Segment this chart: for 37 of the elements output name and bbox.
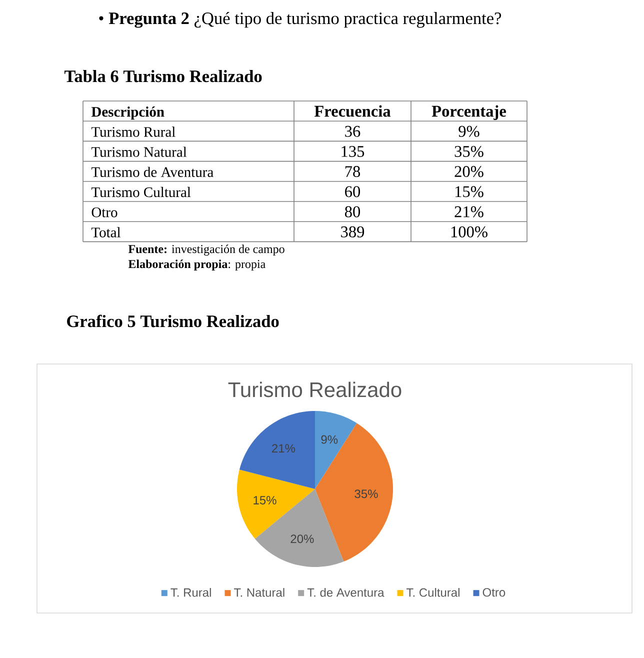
data-label: 20% [290,534,314,544]
text: Otro [92,207,118,218]
data-label: 15% [254,496,276,504]
legend-label: Otro [482,588,506,597]
text: Elaboración propia: propia [128,260,266,271]
text: 15% [455,186,484,198]
data-label: 9% [321,435,338,444]
text: 20% [454,166,484,178]
text: 80 [344,206,360,218]
text: Turismo de Aventura [91,166,214,178]
text: 78 [345,166,360,178]
text: 36 [345,126,360,137]
text: Fuente: investigación de campo [128,244,284,256]
legend-label: T. Natural [234,588,284,597]
legend-label: T. de Aventura [307,588,384,597]
text: 21% [454,206,484,218]
data-label: 21% [272,444,296,453]
data-label: 35% [354,490,378,498]
text: Turismo Natural [91,146,187,157]
text: 100% [451,226,488,238]
text: 35% [454,146,484,158]
text: • Pregunta 2 ¿Qué tipo de turismo practica regularmente? [99,12,502,28]
text: 9% [458,126,480,137]
text: Tabla 6 Turismo Realizado [64,70,262,82]
text: Turismo Cultural [91,186,191,198]
text: Grafico 5 Turismo Realizado [67,314,279,328]
text: 389 [341,226,364,238]
text: 135 [342,146,364,157]
text: Frecuencia [314,105,391,117]
legend-label: T. Rural [170,588,211,597]
chart-title: Turismo Realizado [228,382,402,398]
text: Total [91,227,121,238]
text: Descripción [91,106,164,120]
text: Turismo Rural [91,126,176,137]
text: Porcentaje [432,105,506,120]
text: 60 [345,186,360,198]
legend-label: T. Cultural [406,588,460,597]
